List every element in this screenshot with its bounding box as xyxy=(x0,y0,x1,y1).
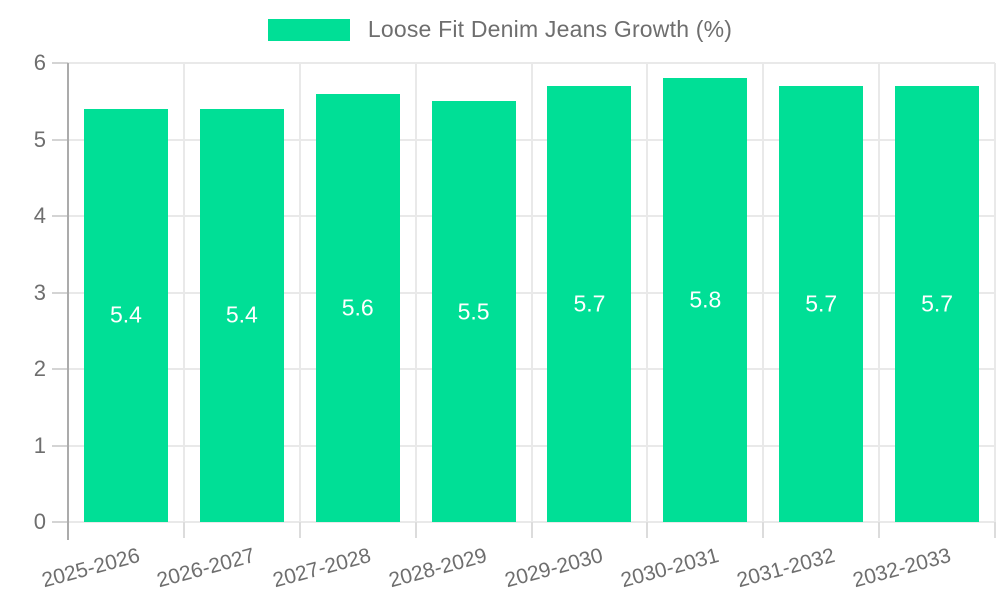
x-axis-category-label: 2030-2031 xyxy=(618,544,722,593)
bar[interactable]: 5.4 xyxy=(83,108,168,522)
x-gridline xyxy=(298,63,301,522)
x-gridline xyxy=(762,63,765,522)
x-axis-category-label: 2025-2026 xyxy=(38,544,142,593)
bar[interactable]: 5.8 xyxy=(663,78,748,522)
y-axis-tick-label: 2 xyxy=(33,356,46,381)
x-axis-tick xyxy=(762,522,765,538)
chart-legend[interactable]: Loose Fit Denim Jeans Growth (%) xyxy=(0,16,1000,43)
x-gridline xyxy=(646,63,649,522)
y-axis-tick xyxy=(52,368,68,370)
x-axis-category-label: 2028-2029 xyxy=(386,544,490,593)
x-axis-category-label: 2029-2030 xyxy=(502,544,606,593)
y-axis-tick xyxy=(52,62,68,64)
x-gridline xyxy=(994,63,996,522)
bar-value-label: 5.7 xyxy=(805,290,838,317)
x-axis-category-label: 2026-2027 xyxy=(154,544,258,593)
y-axis-tick-label: 0 xyxy=(33,509,46,534)
y-axis-tick xyxy=(52,444,68,447)
bar-value-label: 5.6 xyxy=(341,294,374,321)
bar-value-label: 5.7 xyxy=(573,290,606,317)
y-axis-tick-label: 4 xyxy=(33,203,46,228)
y-axis-tick-label: 5 xyxy=(33,126,46,152)
bar-value-label: 5.5 xyxy=(457,298,490,325)
x-axis-category-label: 2031-2032 xyxy=(734,544,838,593)
y-axis-line xyxy=(67,63,69,540)
x-axis-tick xyxy=(994,522,996,538)
y-axis-tick xyxy=(52,138,68,141)
bar-value-label: 5.8 xyxy=(689,286,722,313)
x-axis-tick xyxy=(530,522,533,538)
bar[interactable]: 5.6 xyxy=(315,93,400,522)
x-axis-tick xyxy=(414,522,417,538)
bar[interactable]: 5.4 xyxy=(199,108,284,522)
bar[interactable]: 5.5 xyxy=(431,101,516,522)
bar[interactable]: 5.7 xyxy=(895,85,980,522)
bar[interactable]: 5.7 xyxy=(779,85,864,522)
x-gridline xyxy=(414,63,417,522)
bar[interactable]: 5.7 xyxy=(547,85,632,522)
bar-value-label: 5.4 xyxy=(109,301,142,328)
bar-value-label: 5.7 xyxy=(921,290,954,317)
x-gridline xyxy=(182,63,185,522)
y-axis-tick xyxy=(52,215,68,217)
legend-label: Loose Fit Denim Jeans Growth (%) xyxy=(367,16,733,42)
x-axis-tick xyxy=(878,522,881,538)
x-gridline xyxy=(878,63,881,522)
x-axis-tick xyxy=(646,522,649,538)
y-axis-tick-label: 3 xyxy=(33,279,46,305)
x-axis-tick xyxy=(298,522,301,538)
bar-value-label: 5.4 xyxy=(225,301,258,328)
x-axis-category-label: 2027-2028 xyxy=(270,544,374,593)
y-axis-tick-label: 6 xyxy=(33,50,46,75)
x-gridline xyxy=(530,63,533,522)
legend-swatch-icon xyxy=(267,18,350,41)
y-axis-tick xyxy=(52,521,68,523)
y-axis-tick xyxy=(52,291,68,294)
x-axis-category-label: 2032-2033 xyxy=(850,544,954,593)
x-axis-tick xyxy=(182,522,185,538)
y-axis-tick-label: 1 xyxy=(33,432,46,458)
